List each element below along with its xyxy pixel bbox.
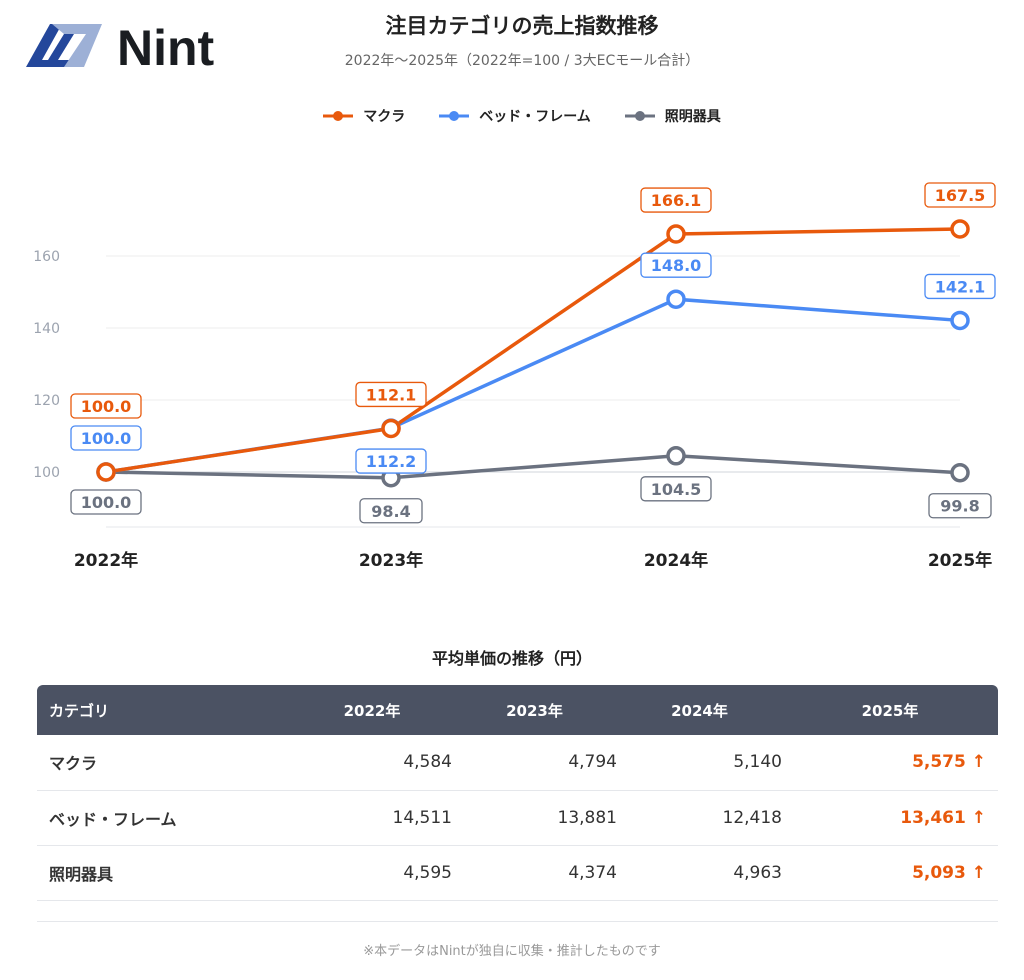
data-point <box>950 462 970 483</box>
x-tick-label: 2023年 <box>359 550 423 571</box>
data-label-box <box>70 489 142 515</box>
legend-item[interactable]: 照明器具 <box>624 106 721 126</box>
footer-note: ※本データはNintが独自に収集・推計したものです <box>363 944 661 959</box>
price-cell: 13,881 <box>452 790 617 846</box>
series-line <box>105 227 961 474</box>
category-cell: 照明器具 <box>37 845 292 901</box>
series-line <box>105 454 961 480</box>
data-label-text: 166.1 <box>651 191 702 210</box>
data-label-text: 104.5 <box>651 480 702 499</box>
data-label-text: 142.1 <box>935 277 986 296</box>
data-point <box>950 219 970 239</box>
x-tick-label: 2024年 <box>644 550 708 571</box>
data-point <box>666 224 686 244</box>
series-line <box>105 297 961 474</box>
chart-subtitle: 2022年〜2025年（2022年=100 / 3大ECモール合計） <box>344 53 700 69</box>
data-point <box>950 310 970 331</box>
data-label-text: 148.0 <box>651 256 702 275</box>
data-label-box <box>640 187 712 213</box>
data-label: 167.5 <box>924 182 996 208</box>
table-row: ベッド・フレーム 14,511 13,881 12,418 13,461 ↑ <box>37 790 998 846</box>
y-tick-label: 100 <box>33 465 60 481</box>
data-label-box <box>640 252 712 278</box>
data-point <box>666 446 686 466</box>
legend-marker-icon <box>624 111 655 121</box>
table-row: 照明器具 4,595 4,374 4,963 5,093 ↑ <box>37 845 998 901</box>
data-label-text: 99.8 <box>940 497 979 516</box>
data-label-box <box>924 273 996 300</box>
data-label: 100.0 <box>70 489 142 515</box>
data-label: 166.1 <box>640 187 712 213</box>
nint-logo: Nint <box>12 12 257 76</box>
legend-item[interactable]: ベッド・フレーム <box>439 106 591 126</box>
data-label: 104.5 <box>640 476 712 502</box>
data-label-box <box>924 182 996 208</box>
price-cell-2025: 5,093 ↑ <box>782 845 998 901</box>
data-label: 100.0 <box>70 393 142 419</box>
data-label: 100.0 <box>70 425 142 451</box>
data-label-box <box>355 448 427 474</box>
legend-marker-icon <box>323 111 354 121</box>
category-cell: ベッド・フレーム <box>37 790 292 846</box>
legend: マクラ ベッド・フレーム 照明器具 <box>0 106 1024 126</box>
line-chart: 100 120 140 160 2022年 2023年 2024年 2025年 100.0 112… <box>33 182 996 571</box>
price-cell: 12,418 <box>617 790 782 846</box>
data-label: 148.0 <box>640 252 712 278</box>
col-header: カテゴリ <box>37 685 292 735</box>
y-tick-label: 120 <box>33 393 60 409</box>
data-label-box <box>355 381 427 408</box>
data-label-text: 112.1 <box>366 385 417 404</box>
data-label-text: 100.0 <box>81 493 132 512</box>
legend-marker-icon <box>439 111 470 121</box>
data-label: 112.1 <box>355 381 427 408</box>
data-label-text: 167.5 <box>935 186 986 205</box>
col-header: 2022年 <box>292 685 452 735</box>
price-cell-2025: 5,575 ↑ <box>782 735 998 791</box>
legend-label: ベッド・フレーム <box>479 109 591 125</box>
price-cell: 4,963 <box>617 845 782 901</box>
chart-title: 注目カテゴリの売上指数推移 <box>385 14 659 38</box>
data-label: 142.1 <box>924 273 996 300</box>
x-tick-label: 2025年 <box>928 550 992 571</box>
data-label-box <box>640 476 712 502</box>
price-cell: 4,794 <box>452 735 617 791</box>
data-point <box>666 289 686 309</box>
data-label: 112.2 <box>355 448 427 474</box>
data-label-box <box>70 393 142 419</box>
price-cell: 4,374 <box>452 845 617 901</box>
data-label-text: 112.2 <box>366 452 417 471</box>
col-header: 2023年 <box>452 685 617 735</box>
table-title: 平均単価の推移（円） <box>431 649 592 668</box>
table-row: マクラ 4,584 4,794 5,140 5,575 ↑ <box>37 735 998 791</box>
data-label-box <box>928 493 992 519</box>
legend-label: マクラ <box>363 109 406 125</box>
price-cell: 14,511 <box>292 790 452 846</box>
price-cell: 4,584 <box>292 735 452 791</box>
legend-item[interactable]: マクラ <box>323 106 405 126</box>
data-label-text: 100.0 <box>81 429 132 448</box>
data-label-text: 98.4 <box>371 502 410 521</box>
price-cell-2025: 13,461 ↑ <box>782 790 998 846</box>
category-cell: マクラ <box>37 735 292 791</box>
price-cell: 5,140 <box>617 735 782 791</box>
x-tick-label: 2022年 <box>74 550 138 571</box>
price-table: カテゴリ 2022年 2023年 2024年 2025年 マクラ 4,584 4,7… <box>37 685 998 901</box>
data-label-text: 100.0 <box>81 397 132 416</box>
y-tick-label: 160 <box>33 249 60 265</box>
svg-text:Nint: Nint <box>117 20 215 72</box>
table-divider <box>37 921 998 922</box>
col-header: 2025年 <box>782 685 998 735</box>
data-point <box>381 418 401 439</box>
data-label-box <box>70 425 142 451</box>
data-label: 98.4 <box>359 498 423 524</box>
data-label-box <box>359 498 423 524</box>
y-tick-label: 140 <box>33 321 60 337</box>
data-point <box>96 462 116 482</box>
price-cell: 4,595 <box>292 845 452 901</box>
col-header: 2024年 <box>617 685 782 735</box>
data-label: 99.8 <box>928 493 992 519</box>
legend-label: 照明器具 <box>664 109 721 125</box>
